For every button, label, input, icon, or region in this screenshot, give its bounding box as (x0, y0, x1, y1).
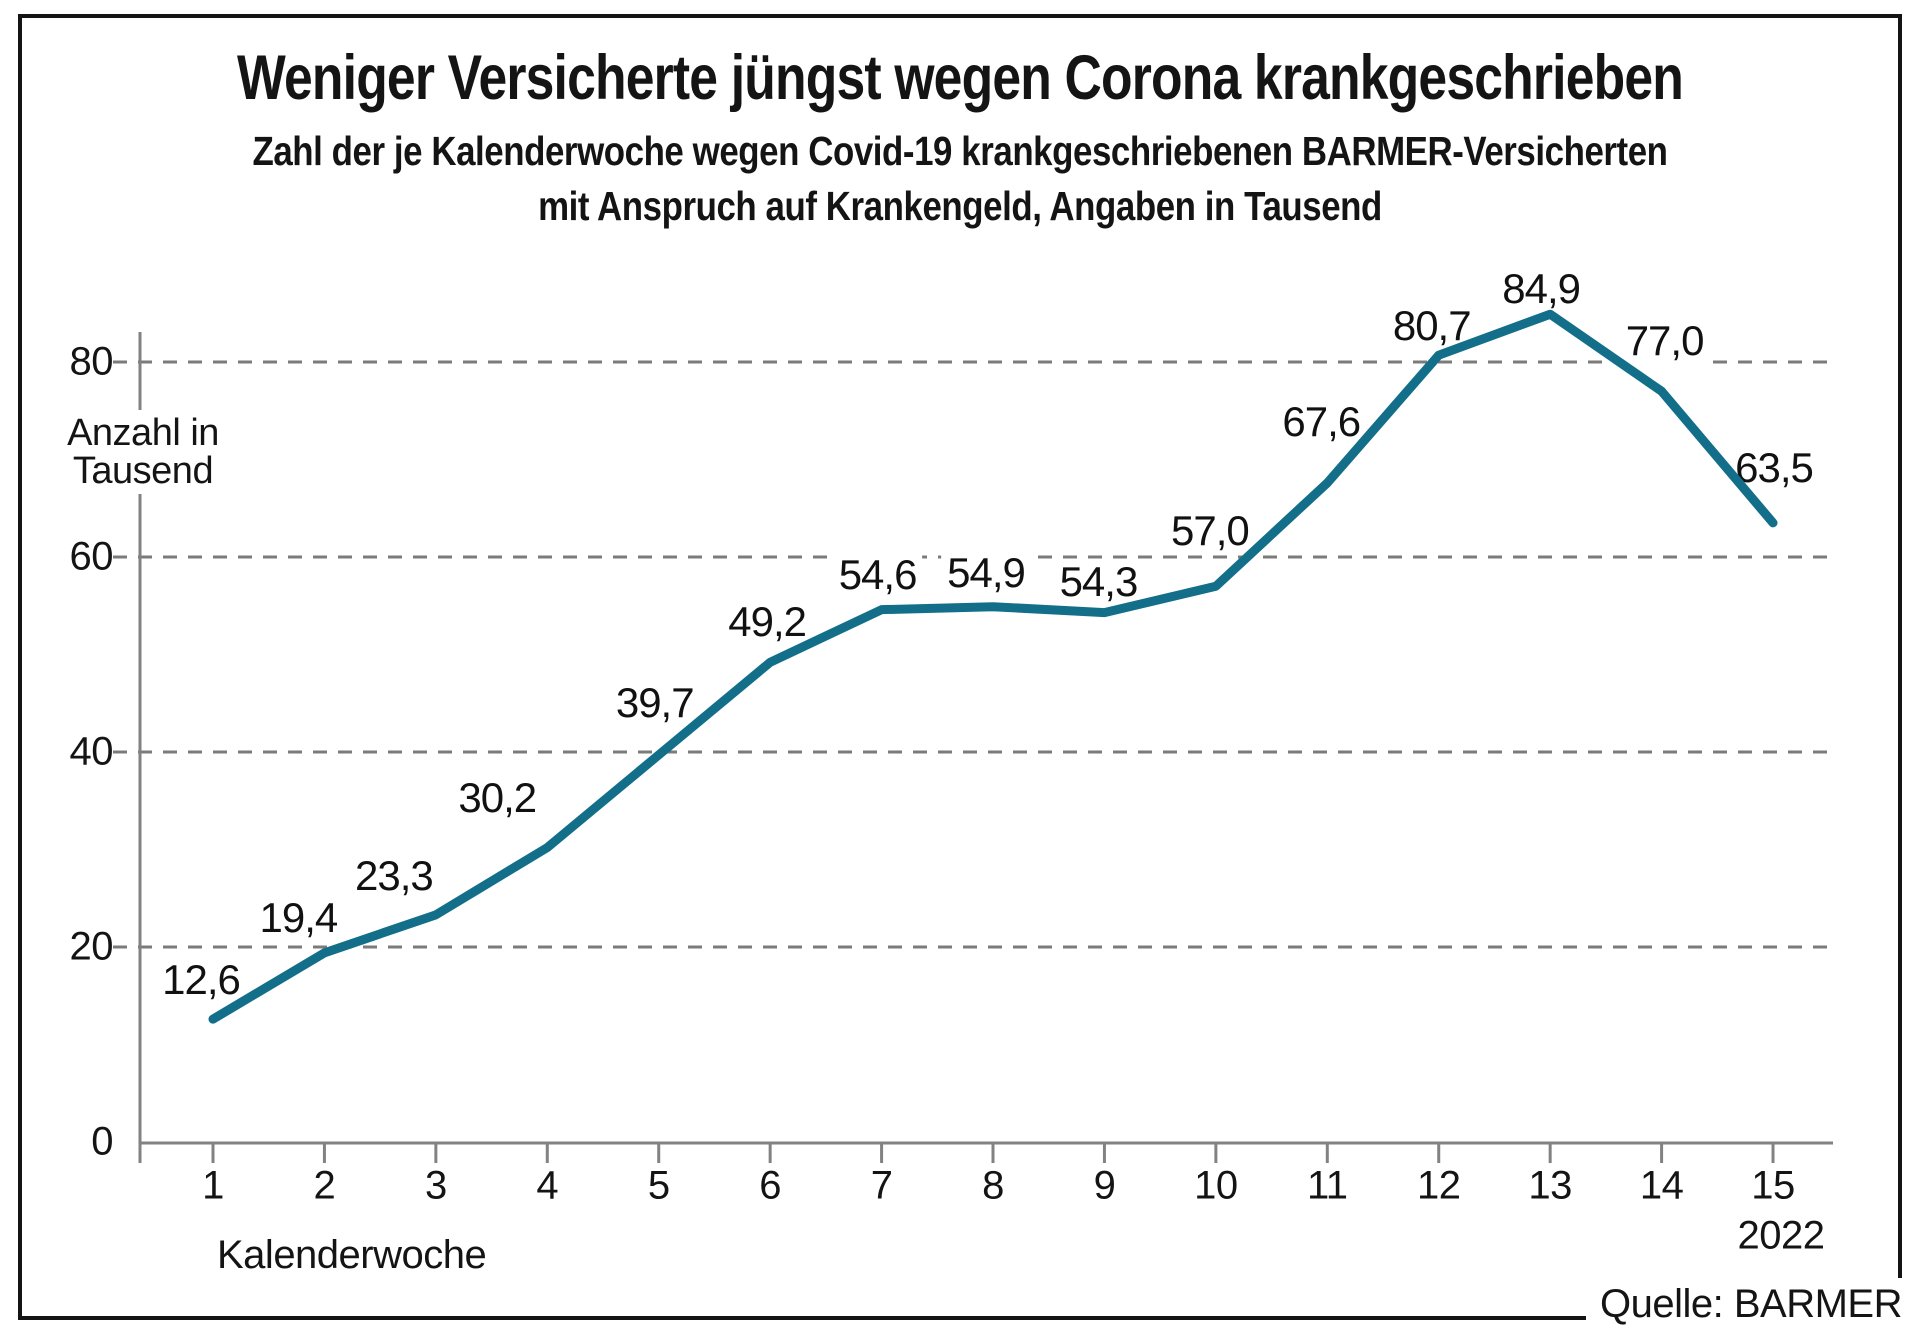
y-axis-title: Anzahl in Tausend (48, 410, 238, 494)
x-tick-label-3: 3 (424, 1163, 447, 1208)
x-tick-label-5: 5 (647, 1163, 670, 1208)
source-label: Quelle: BARMER (1586, 1278, 1908, 1329)
x-tick-label-6: 6 (759, 1163, 782, 1208)
data-point-label-week-13: 84,9 (1496, 266, 1587, 313)
data-point-label-week-7: 54,6 (832, 551, 923, 598)
x-tick-label-2: 2 (313, 1163, 336, 1208)
data-point-label-week-9: 54,3 (1053, 558, 1144, 605)
y-tick-label-40: 40 (69, 729, 114, 774)
y-axis-title-line2: Tausend (72, 450, 214, 492)
chart-title: Weniger Versicherte jüngst wegen Corona … (237, 43, 1684, 113)
year-label: 2022 (1737, 1213, 1825, 1258)
data-point-label-week-10: 57,0 (1164, 508, 1255, 555)
data-point-label-week-2: 19,4 (253, 894, 344, 941)
x-tick-label-8: 8 (982, 1163, 1004, 1208)
data-point-label-week-8: 54,9 (941, 549, 1031, 596)
data-point-label-week-4: 30,2 (452, 774, 543, 821)
chart-subtitle-line1: Zahl der je Kalenderwoche wegen Covid-19… (252, 128, 1668, 174)
y-tick-label-80: 80 (69, 339, 114, 384)
x-tick-label-15: 15 (1751, 1163, 1795, 1208)
x-tick-label-12: 12 (1416, 1163, 1461, 1208)
x-tick-label-1: 1 (202, 1163, 224, 1208)
y-tick-label-60: 60 (69, 534, 114, 579)
data-point-label-week-3: 23,3 (348, 852, 439, 899)
x-tick-label-4: 4 (536, 1163, 559, 1208)
x-tick-label-9: 9 (1093, 1163, 1116, 1208)
x-tick-label-10: 10 (1194, 1163, 1238, 1208)
data-point-label-week-14: 77,0 (1619, 318, 1710, 365)
data-point-label-week-11: 67,6 (1276, 398, 1367, 445)
x-tick-label-13: 13 (1528, 1163, 1572, 1208)
data-point-label-week-5: 39,7 (609, 679, 700, 726)
x-tick-label-11: 11 (1307, 1163, 1348, 1208)
data-point-label-week-6: 49,2 (722, 599, 813, 646)
data-point-label-week-15: 63,5 (1729, 444, 1819, 491)
chart-subtitle: Zahl der je Kalenderwoche wegen Covid-19… (144, 124, 1776, 234)
data-point-label-week-1: 12,6 (156, 957, 246, 1004)
data-point-label-week-12: 80,7 (1386, 303, 1477, 350)
x-axis-title: Kalenderwoche (217, 1233, 487, 1277)
x-tick-label-7: 7 (870, 1163, 893, 1208)
y-tick-label-20: 20 (69, 924, 114, 969)
y-axis-title-line1: Anzahl in (67, 412, 219, 454)
chart-subtitle-line2: mit Anspruch auf Krankengeld, Angaben in… (538, 183, 1382, 229)
y-tick-label-0: 0 (91, 1119, 113, 1164)
x-tick-label-14: 14 (1639, 1163, 1684, 1208)
